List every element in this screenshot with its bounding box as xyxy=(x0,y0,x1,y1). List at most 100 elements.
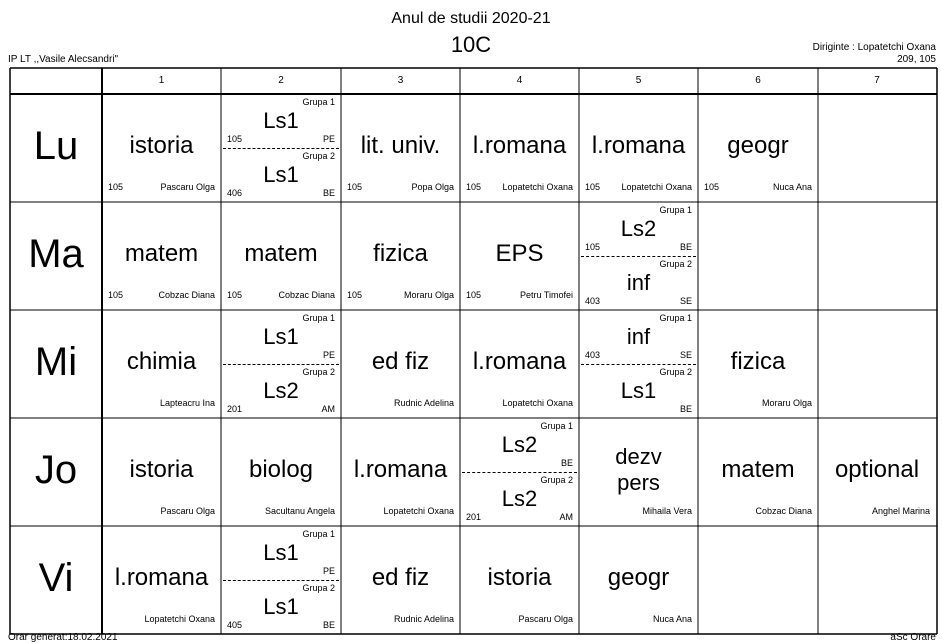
lesson-cell: istoria Pascaru Olga xyxy=(460,526,579,634)
lesson-cell: Grupa 1 Ls1 105 PE Grupa 2 Ls1 406 BE xyxy=(221,94,341,202)
teacher-name: Pascaru Olga xyxy=(160,506,215,516)
group-divider xyxy=(223,148,339,149)
diriginte-name: Diriginte : Lopatetchi Oxana xyxy=(812,42,936,53)
subject-name: Ls1 xyxy=(263,324,299,349)
teacher-name: Cobzac Diana xyxy=(278,290,335,300)
lesson-cell xyxy=(818,202,936,310)
room-number: 105 xyxy=(347,182,363,192)
subject-code: SE xyxy=(679,296,692,306)
subject-name: fizica xyxy=(730,348,786,375)
room-number: 105 xyxy=(108,290,124,300)
group-label: Grupa 2 xyxy=(659,259,692,269)
subject-name: Ls1 xyxy=(263,594,299,619)
diriginte-info: Diriginte : Lopatetchi Oxana 209, 105 xyxy=(813,42,936,66)
teacher-name: Lapteacru Ina xyxy=(159,398,215,408)
room-number: 105 xyxy=(585,182,601,192)
subject-name: Ls2 xyxy=(263,378,299,403)
subject-name: dezv pers xyxy=(579,444,698,496)
group-label: Grupa 1 xyxy=(540,421,573,431)
subject-name: l.romana xyxy=(353,456,448,483)
lesson-cell: l.romana Lopatetchi Oxana xyxy=(341,418,460,526)
lesson-cell: biolog Sacultanu Angela xyxy=(221,418,341,526)
teacher-name: Rudnic Adelina xyxy=(393,614,454,624)
lesson-cell xyxy=(818,310,936,418)
lesson-cell: istoria Pascaru Olga xyxy=(102,418,221,526)
lesson-cell: fizica 105 Moraru Olga xyxy=(341,202,460,310)
lesson-cell: Grupa 1 Ls2 BE Grupa 2 Ls2 201 AM xyxy=(460,418,579,526)
room-number: 105 xyxy=(466,290,482,300)
day-label: Mi xyxy=(34,340,78,384)
lesson-cell xyxy=(698,202,818,310)
subject-name: geogr xyxy=(607,564,670,591)
subject-name: istoria xyxy=(129,132,194,159)
subject-code: BE xyxy=(679,404,692,414)
room-number: 105 xyxy=(704,182,720,192)
teacher-name: Lopatetchi Oxana xyxy=(502,398,573,408)
teacher-name: Nuca Ana xyxy=(652,614,692,624)
day-label: Jo xyxy=(34,448,78,492)
lesson-cell: ed fiz Rudnic Adelina xyxy=(341,526,460,634)
school-name: IP LT ,,Vasile Alecsandri" xyxy=(8,54,119,65)
subject-code: PE xyxy=(322,134,335,144)
subject-name: Ls1 xyxy=(263,540,299,565)
subject-name: ed fiz xyxy=(371,348,430,375)
group-label: Grupa 1 xyxy=(659,205,692,215)
teacher-name: Pascaru Olga xyxy=(160,182,215,192)
lesson-cell: istoria 105 Pascaru Olga xyxy=(102,94,221,202)
day-label: Vi xyxy=(38,556,74,600)
lesson-cell: geogr 105 Nuca Ana xyxy=(698,94,818,202)
subject-line: dezv xyxy=(615,444,662,469)
group-divider xyxy=(581,256,696,257)
group-label: Grupa 2 xyxy=(302,151,335,161)
room-number: 403 xyxy=(585,350,601,360)
room-number: 201 xyxy=(466,512,482,522)
subject-name: l.romana xyxy=(472,132,567,159)
subject-name: fizica xyxy=(373,240,428,267)
subject-code: BE xyxy=(679,242,692,252)
subject-name: Ls1 xyxy=(620,378,657,403)
teacher-name: Mihaila Vera xyxy=(642,506,692,516)
room-number: 105 xyxy=(227,290,243,300)
teacher-name: Cobzac Diana xyxy=(755,506,812,516)
lesson-cell: l.romana 105 Lopatetchi Oxana xyxy=(579,94,698,202)
lesson-cell: optional Anghel Marina xyxy=(818,418,936,526)
group-label: Grupa 1 xyxy=(302,529,335,539)
teacher-name: Lopatetchi Oxana xyxy=(144,614,215,624)
group-label: Grupa 1 xyxy=(302,97,335,107)
subject-code: BE xyxy=(560,458,573,468)
subject-name: EPS xyxy=(495,240,544,267)
subject-name: inf xyxy=(626,324,651,349)
subject-name: istoria xyxy=(487,564,552,591)
day-label: Ma xyxy=(28,232,84,276)
room-number: 105 xyxy=(466,182,482,192)
class-name: 10C xyxy=(450,32,492,57)
period-header: 6 xyxy=(755,75,761,86)
teacher-name: Petru Timofei xyxy=(519,290,573,300)
lesson-cell: Grupa 1 inf 403 SE Grupa 2 Ls1 BE xyxy=(579,310,698,418)
room-number: 405 xyxy=(227,620,243,630)
lesson-cell: Grupa 1 Ls2 105 BE Grupa 2 inf 403 SE xyxy=(579,202,698,310)
subject-name: matem xyxy=(721,456,795,483)
group-divider xyxy=(223,364,339,365)
room-number: 201 xyxy=(227,404,243,414)
group-label: Grupa 2 xyxy=(540,475,573,485)
subject-name: istoria xyxy=(129,456,194,483)
subject-code: PE xyxy=(322,350,335,360)
subject-code: BE xyxy=(322,620,335,630)
teacher-name: Anghel Marina xyxy=(871,506,930,516)
brand-label: aSc Orare xyxy=(890,632,936,643)
lesson-cell: dezv pers Mihaila Vera xyxy=(579,418,698,526)
subject-line: pers xyxy=(617,470,660,495)
period-header: 3 xyxy=(397,75,404,86)
subject-code: SE xyxy=(679,350,692,360)
lesson-cell: Grupa 1 Ls1 PE Grupa 2 Ls1 405 BE xyxy=(221,526,341,634)
room-number: 105 xyxy=(227,134,243,144)
subject-name: Ls1 xyxy=(263,162,299,187)
group-label: Grupa 2 xyxy=(302,583,335,593)
subject-name: l.romana xyxy=(114,564,209,591)
group-divider xyxy=(462,472,577,473)
lesson-cell: matem Cobzac Diana xyxy=(698,418,818,526)
group-label: Grupa 2 xyxy=(302,367,335,377)
subject-name: lit. univ. xyxy=(360,132,441,159)
period-header: 4 xyxy=(516,75,523,86)
